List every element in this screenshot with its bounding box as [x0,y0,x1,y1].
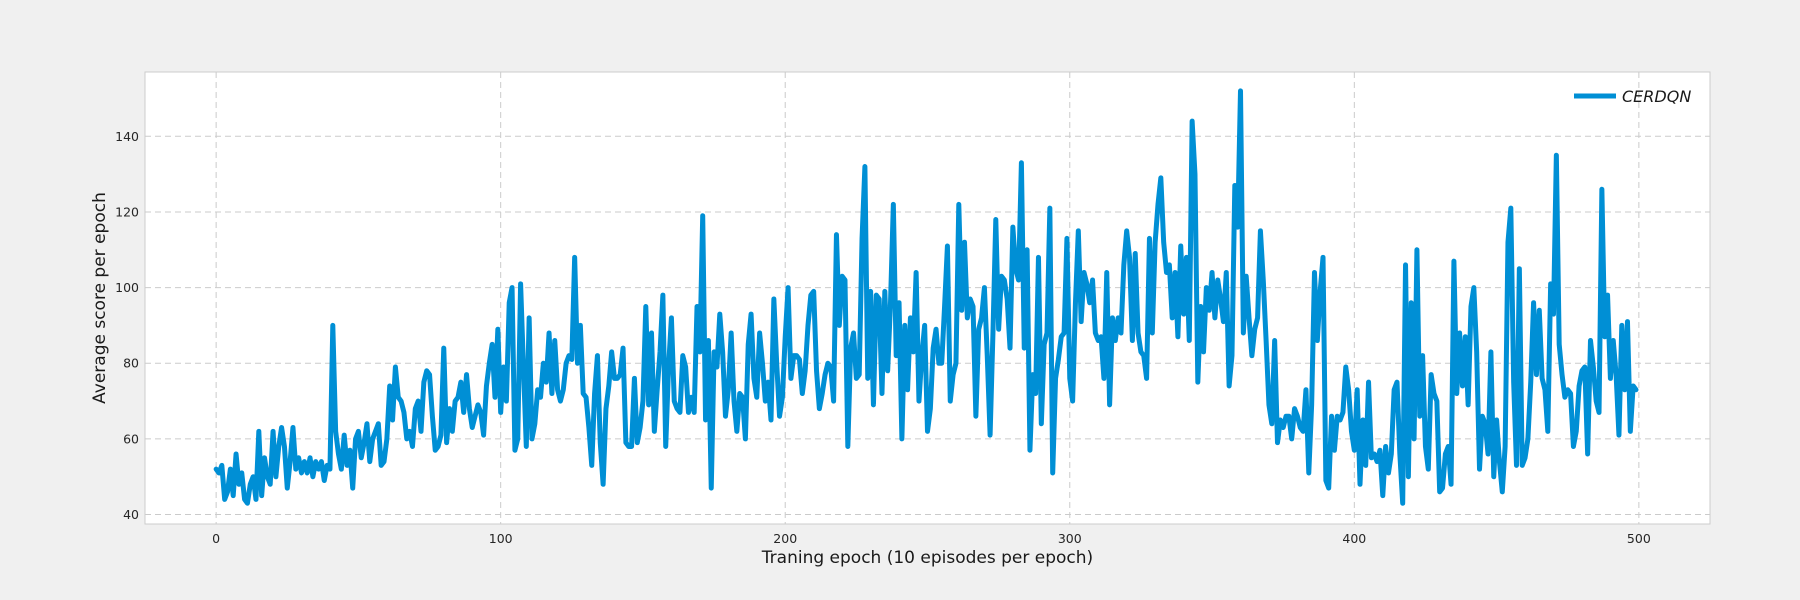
x-axis-label: Traning epoch (10 episodes per epoch) [761,548,1093,568]
y-axis-ticks: 40 60 80 100 120 140 [115,129,139,522]
x-axis-ticks: 0 100 200 300 400 500 [212,531,1651,546]
x-tick-label: 200 [773,531,797,546]
y-tick-label: 80 [123,356,139,371]
y-tick-label: 100 [115,280,139,295]
x-tick-label: 400 [1342,531,1366,546]
series-line-cerdqn [213,88,1639,506]
x-tick-label: 0 [212,531,220,546]
y-tick-label: 140 [115,129,139,144]
y-tick-label: 40 [123,507,139,522]
plot-frame [144,71,1711,525]
legend-label: CERDQN [1622,87,1691,106]
y-axis-label: Average score per epoch [90,192,110,404]
y-tick-label: 120 [115,204,139,219]
legend: CERDQN [1574,87,1691,106]
x-tick-label: 300 [1058,531,1082,546]
y-tick-label: 60 [123,431,139,446]
series-layer [213,88,1639,506]
x-tick-label: 500 [1627,531,1651,546]
x-tick-label: 100 [489,531,513,546]
